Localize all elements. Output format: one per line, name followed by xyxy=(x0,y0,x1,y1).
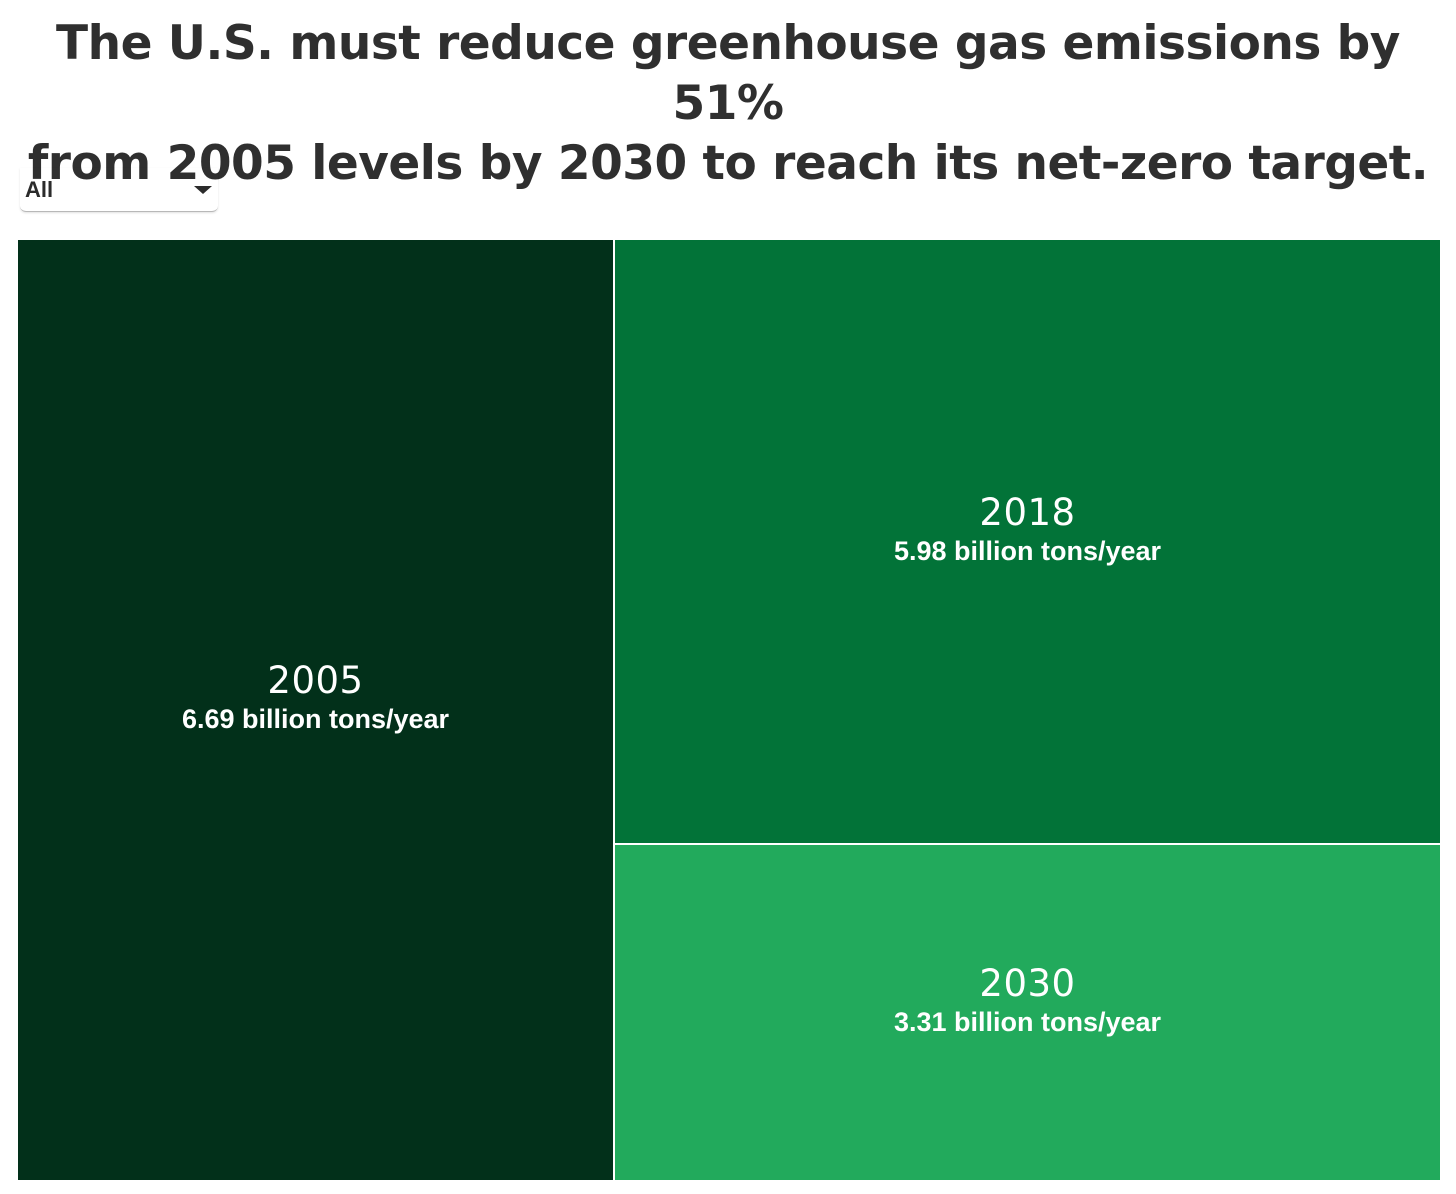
treemap-tile-2018[interactable]: 2018 5.98 billion tons/year xyxy=(615,240,1440,843)
filter-dropdown-value: All xyxy=(25,177,54,202)
treemap-tile-label: 2005 xyxy=(267,659,364,702)
filter-dropdown[interactable]: All xyxy=(20,168,218,212)
chart-title-line-2: from 2005 levels by 2030 to reach its ne… xyxy=(27,136,1429,191)
treemap-chart: 2005 6.69 billion tons/year 2018 5.98 billi… xyxy=(18,240,1440,1180)
treemap-tile-value: 6.69 billion tons/year xyxy=(181,704,450,734)
chart-title: The U.S. must reduce greenhouse gas emis… xyxy=(0,14,1456,194)
treemap-tile-value: 3.31 billion tons/year xyxy=(893,1007,1162,1037)
treemap-tile-label: 2018 xyxy=(979,491,1076,534)
chevron-down-icon xyxy=(194,186,212,194)
chart-title-line-1: The U.S. must reduce greenhouse gas emis… xyxy=(56,16,1400,131)
treemap-tile-value: 5.98 billion tons/year xyxy=(893,536,1162,566)
treemap-tile-2005[interactable]: 2005 6.69 billion tons/year xyxy=(18,240,613,1180)
treemap-tile-label: 2030 xyxy=(979,962,1076,1005)
treemap-tile-2030[interactable]: 2030 3.31 billion tons/year xyxy=(615,845,1440,1180)
